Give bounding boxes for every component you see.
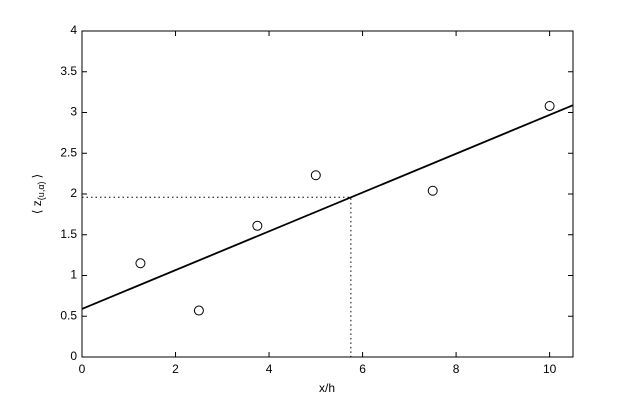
x-axis-label: x/h — [319, 381, 335, 395]
x-tick-label: 2 — [172, 362, 179, 376]
data-point — [310, 170, 321, 181]
plot-frame — [81, 30, 574, 358]
y-tick-label: 1.5 — [60, 227, 77, 241]
data-point — [135, 258, 146, 269]
reference-line — [82, 196, 352, 357]
y-tick-label: 4 — [70, 23, 77, 37]
y-tick-label: 1 — [70, 268, 77, 282]
fit-line — [81, 104, 574, 310]
data-point — [193, 305, 204, 316]
y-tick-label: 2 — [70, 186, 77, 200]
y-tick-label: 3.5 — [60, 64, 77, 78]
data-point — [544, 100, 555, 111]
y-label-sub: (u,α) — [36, 181, 46, 200]
x-tick-label: 4 — [266, 362, 273, 376]
x-tick-label: 8 — [453, 362, 460, 376]
x-tick-label: 6 — [359, 362, 366, 376]
data-point — [252, 220, 263, 231]
y-tick-label: 0.5 — [60, 308, 77, 322]
y-tick-label: 2.5 — [60, 145, 77, 159]
y-tick-label: 0 — [70, 349, 77, 363]
y-tick-label: 3 — [70, 105, 77, 119]
x-tick-label: 0 — [79, 362, 86, 376]
x-tick-label: 10 — [543, 362, 557, 376]
y-label-end: ⟩ — [30, 174, 44, 179]
y-label-main: ⟨ z — [30, 200, 44, 214]
data-point — [427, 185, 438, 196]
y-axis-label: ⟨ z(u,α) ⟩ — [30, 174, 46, 214]
